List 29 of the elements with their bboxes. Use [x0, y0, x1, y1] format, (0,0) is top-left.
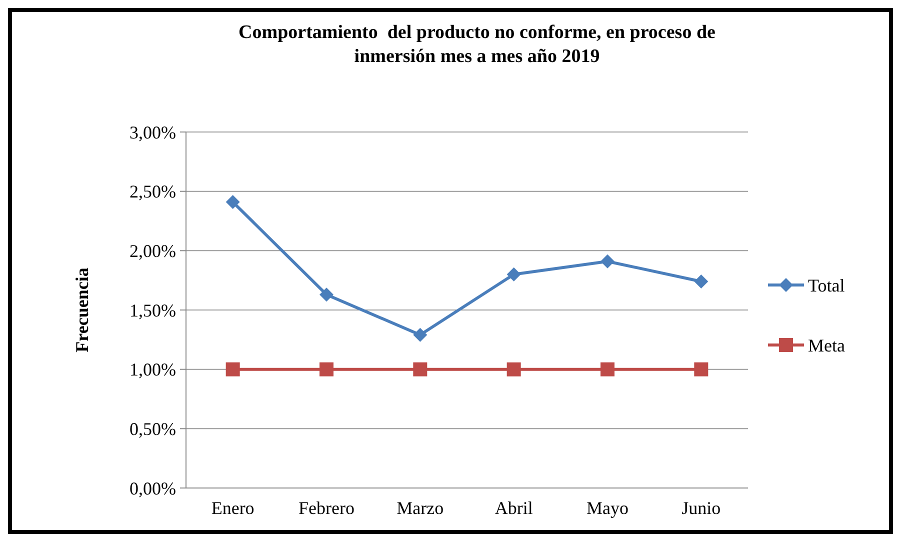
- point: [694, 274, 708, 289]
- point: [226, 362, 240, 376]
- x-tick-label: Marzo: [396, 498, 444, 518]
- x-tick-label: Junio: [682, 498, 721, 518]
- point: [506, 362, 521, 376]
- y-tick-label: 0,50%: [130, 418, 176, 439]
- legend-label: Total: [808, 275, 845, 296]
- point: [506, 267, 521, 282]
- y-tick-label: 2,00%: [130, 240, 176, 261]
- point: [600, 362, 614, 376]
- y-tick-label: 1,50%: [130, 300, 176, 320]
- x-tick-label: Abril: [494, 498, 533, 518]
- y-tick-label: 2,50%: [130, 182, 176, 202]
- point: [694, 362, 708, 376]
- point: [600, 254, 614, 268]
- point: [226, 195, 240, 210]
- point: [320, 288, 334, 302]
- point: [413, 362, 428, 376]
- point: [320, 362, 334, 376]
- chart-title: Comportamiento del producto no conforme, en proceso de inmersión mes a mes año 2019: [238, 22, 716, 67]
- y-tick-label: 1,00%: [130, 360, 176, 380]
- y-tick-label: 3,00%: [130, 122, 176, 142]
- point: [413, 328, 428, 342]
- legend-label: Meta: [808, 335, 845, 356]
- y-axis-title: Frecuencia: [72, 268, 92, 352]
- x-tick-label: Enero: [211, 498, 254, 518]
- y-tick-label: 0,00%: [130, 478, 176, 498]
- x-tick-label: Febrero: [298, 498, 354, 518]
- x-tick-label: Mayo: [586, 498, 628, 518]
